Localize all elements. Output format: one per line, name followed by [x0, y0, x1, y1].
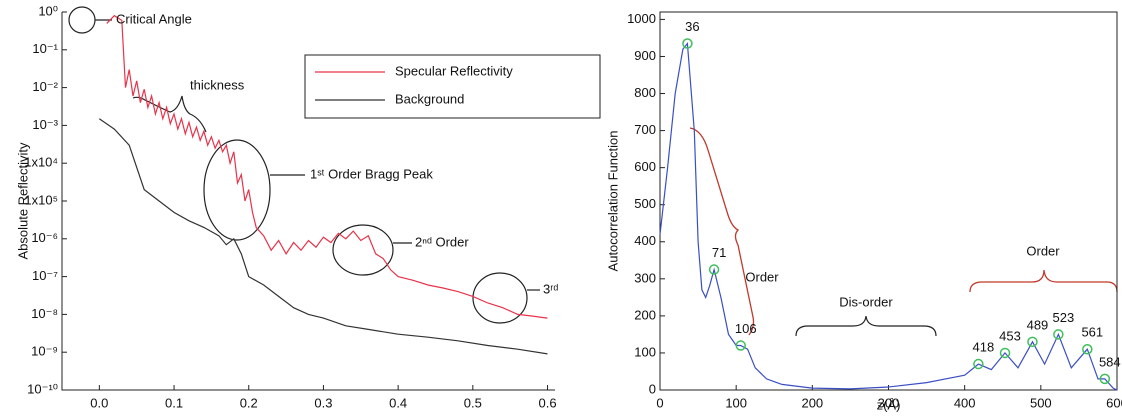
y-tick-label: 10⁻¹⁰ — [27, 381, 58, 396]
legend-box — [304, 54, 601, 119]
y-tick-label: 300 — [634, 270, 656, 285]
thickness-brace — [132, 95, 207, 133]
peak-marker — [973, 358, 984, 370]
annotation: 1ˢᵗ Order Bragg Peak — [310, 166, 433, 181]
y-tick-label: 100 — [634, 344, 656, 359]
x-tick-label: 300 — [878, 395, 900, 410]
y-tick-label: 10⁻² — [32, 79, 58, 94]
peak-label: 36 — [685, 19, 699, 34]
y-axis-label: Autocorrelation Function — [605, 131, 620, 272]
y-tick-label: 1x10⁴ — [24, 155, 58, 170]
peak-label: 561 — [1081, 325, 1103, 340]
peak-marker — [682, 38, 693, 49]
peak-label: 489 — [1027, 317, 1049, 332]
second-order-ellipse — [332, 224, 394, 276]
legend-label: Background — [395, 91, 464, 106]
y-tick-label: 400 — [634, 233, 656, 248]
data-line — [659, 41, 1118, 391]
order-brace — [969, 269, 1118, 293]
peak-label: 453 — [999, 328, 1021, 343]
x-tick-label: 0 — [656, 395, 663, 410]
third-order-ellipse — [472, 272, 528, 324]
y-tick-label: 1x10⁵ — [24, 192, 58, 207]
annotation: 3ʳᵈ — [543, 281, 558, 296]
data-line — [98, 118, 548, 355]
annotation: Dis-order — [839, 294, 893, 309]
peak-marker — [1099, 373, 1111, 385]
data-line — [106, 14, 548, 319]
y-axis-label: Absolute Reflectivity — [15, 142, 30, 260]
order-brace — [689, 127, 755, 336]
annotation: 2ⁿᵈ Order — [415, 234, 469, 249]
x-tick-label: 600 — [1106, 395, 1122, 410]
y-tick-label: 800 — [634, 85, 656, 100]
x-tick-label: 0.1 — [165, 395, 183, 410]
x-tick-label: 0.0 — [90, 395, 108, 410]
annotation: thickness — [190, 77, 245, 92]
y-tick-label: 0 — [649, 381, 656, 396]
disorder-brace — [795, 315, 937, 337]
peak-label: 584 — [1099, 354, 1121, 369]
annotation: Order — [1026, 243, 1060, 258]
peak-marker — [1082, 343, 1093, 355]
x-tick-label: 500 — [1030, 395, 1052, 410]
peak-label: 71 — [712, 245, 726, 260]
x-tick-label: 200 — [801, 395, 823, 410]
y-tick-label: 500 — [634, 196, 656, 211]
annotation: Order — [745, 269, 779, 284]
y-tick-label: 10⁻⁹ — [31, 344, 58, 359]
x-tick-label: 100 — [725, 395, 747, 410]
peak-marker — [1027, 336, 1038, 348]
x-tick-label: 0.4 — [389, 395, 407, 410]
annotation: Critical Angle — [116, 11, 192, 26]
y-tick-label: 700 — [634, 122, 656, 137]
x-tick-label: 400 — [954, 395, 976, 410]
y-tick-label: 1000 — [627, 11, 656, 26]
critical-angle-circle — [68, 6, 96, 34]
peak-label: 523 — [1053, 310, 1075, 325]
y-tick-label: 10⁻⁷ — [32, 268, 58, 283]
x-tick-label: 0.2 — [240, 395, 258, 410]
y-tick-label: 600 — [634, 159, 656, 174]
peak-marker — [708, 264, 720, 275]
peak-marker — [999, 347, 1011, 359]
y-tick-label: 10⁻¹ — [32, 41, 58, 56]
legend-label: Specular Reflectivity — [395, 63, 513, 78]
x-tick-label: 0.5 — [464, 395, 482, 410]
y-tick-label: 10⁻⁸ — [31, 306, 58, 321]
peak-label: 106 — [735, 321, 757, 336]
peak-marker — [735, 340, 746, 351]
peak-label: 418 — [973, 339, 995, 354]
x-axis-label: z(Å) — [877, 397, 901, 412]
y-tick-label: 900 — [634, 48, 656, 63]
y-tick-label: 200 — [634, 307, 656, 322]
peak-marker — [1053, 329, 1064, 340]
y-tick-label: 10⁻⁶ — [31, 230, 58, 245]
x-tick-label: 0.3 — [314, 395, 332, 410]
x-tick-label: 0.6 — [538, 395, 556, 410]
y-tick-label: 10⁻³ — [32, 117, 58, 132]
y-tick-label: 10⁰ — [38, 3, 58, 18]
bragg-ellipse — [203, 139, 271, 241]
